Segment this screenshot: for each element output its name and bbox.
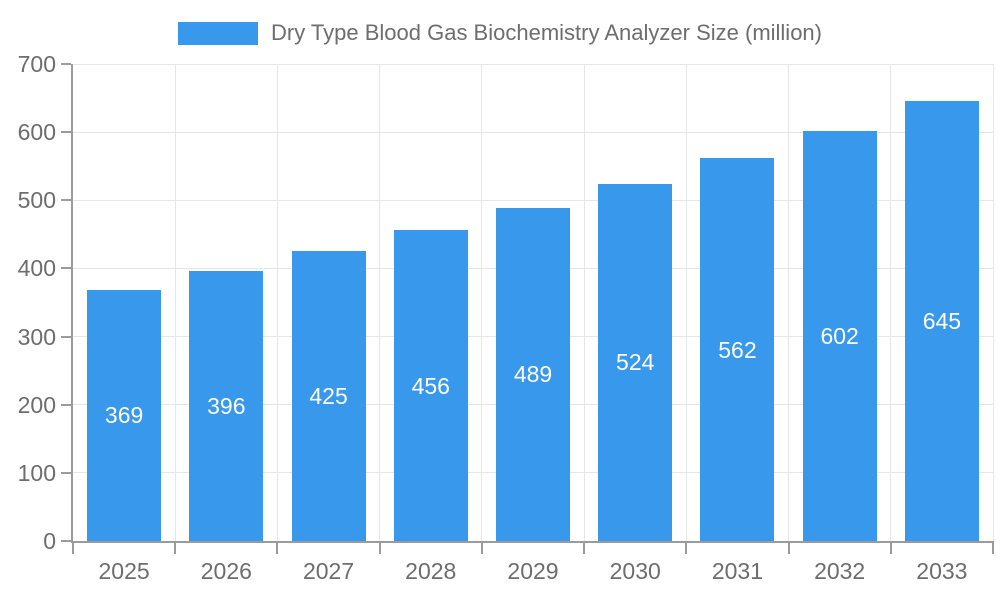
x-tick-label-2025: 2025: [98, 558, 150, 584]
x-tick-8: [889, 541, 892, 554]
bar-value-label-2032: 602: [820, 322, 859, 349]
bar-2027: [291, 251, 366, 541]
bar-2030: [598, 183, 673, 541]
y-tick-label-100: 100: [17, 459, 56, 486]
x-tick-label-2028: 2028: [405, 558, 457, 584]
y-tick-label-600: 600: [17, 119, 56, 146]
y-tick-label-500: 500: [17, 187, 56, 214]
y-tick-100: [61, 471, 71, 474]
bar-value-label-2025: 369: [104, 402, 144, 429]
gridline-v-8: [890, 64, 892, 541]
legend-swatch: [177, 21, 258, 45]
x-tick-9: [992, 541, 994, 554]
bar-value-label-2028: 456: [411, 372, 450, 399]
x-tick-0: [72, 541, 74, 554]
gridline-v-4: [481, 64, 483, 541]
gridline-h-600: [73, 131, 993, 133]
y-axis-line: [71, 64, 73, 541]
bar-value-label-2031: 562: [718, 336, 757, 363]
x-tick-label-2033: 2033: [916, 558, 968, 584]
y-tick-label-400: 400: [17, 255, 56, 282]
y-tick-600: [61, 131, 71, 134]
x-tick-label-2031: 2031: [711, 558, 764, 584]
legend: Dry Type Blood Gas Biochemistry Analyzer…: [0, 20, 1000, 46]
x-tick-label-2030: 2030: [609, 558, 661, 584]
bar-2028: [393, 230, 468, 541]
x-tick-label-2032: 2032: [814, 558, 866, 584]
x-tick-6: [685, 541, 688, 554]
gridline-v-9: [992, 64, 994, 541]
x-tick-label-2026: 2026: [200, 558, 252, 584]
x-tick-3: [378, 541, 381, 554]
bar-2032: [802, 130, 877, 541]
gridline-v-1: [174, 64, 176, 541]
legend-label: Dry Type Blood Gas Biochemistry Analyzer…: [270, 20, 822, 45]
y-tick-label-300: 300: [17, 323, 56, 350]
bar-value-label-2033: 645: [922, 308, 962, 335]
bar-value-label-2030: 524: [616, 349, 655, 376]
x-tick-label-2029: 2029: [507, 558, 559, 584]
bar-2033: [904, 101, 979, 541]
legend-item-series-0[interactable]: Dry Type Blood Gas Biochemistry Analyzer…: [177, 20, 822, 46]
y-tick-500: [61, 199, 71, 202]
bar-2026: [189, 271, 264, 541]
y-tick-700: [61, 63, 71, 65]
gridline-h-700: [73, 63, 993, 65]
x-tick-label-2027: 2027: [302, 558, 355, 584]
bar-value-label-2029: 489: [513, 361, 553, 388]
x-tick-7: [787, 541, 790, 554]
y-tick-label-200: 200: [17, 391, 56, 418]
gridline-v-6: [685, 64, 687, 541]
y-tick-300: [61, 335, 71, 338]
gridline-v-5: [583, 64, 585, 541]
y-tick-200: [61, 403, 71, 406]
y-tick-label-700: 700: [17, 51, 56, 77]
bar-value-label-2027: 425: [309, 383, 348, 410]
y-tick-label-0: 0: [43, 528, 56, 554]
gridline-v-2: [276, 64, 278, 541]
gridline-v-7: [788, 64, 790, 541]
x-tick-2: [276, 541, 279, 554]
bar-value-label-2026: 396: [207, 393, 246, 420]
x-axis-line: [71, 541, 993, 543]
x-tick-5: [583, 541, 586, 554]
gridline-h-500: [73, 199, 993, 201]
bar-2029: [496, 207, 570, 541]
bar-2031: [700, 158, 775, 541]
y-tick-400: [61, 267, 71, 270]
y-tick-0: [61, 540, 71, 542]
x-tick-4: [480, 541, 483, 554]
bar-2025: [87, 289, 162, 541]
gridline-v-3: [379, 64, 381, 541]
x-tick-1: [174, 541, 177, 554]
